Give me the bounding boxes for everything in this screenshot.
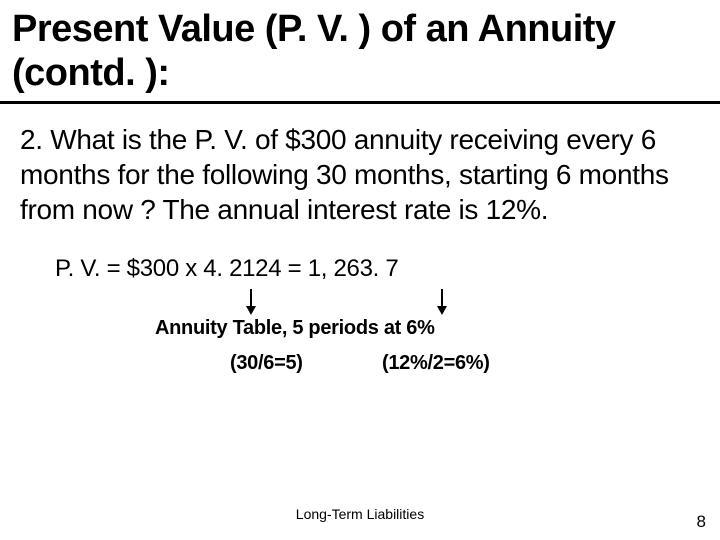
- question-text: 2. What is the P. V. of $300 annuity rec…: [0, 104, 720, 227]
- annotation-block: Annuity Table, 5 periods at 6% (30/6=5) …: [0, 289, 720, 376]
- slide-title: Present Value (P. V. ) of an Annuity (co…: [0, 0, 720, 104]
- arrows-row: [0, 289, 720, 317]
- footer-text: Long-Term Liabilities: [0, 506, 720, 522]
- down-arrow-icon: [245, 289, 257, 315]
- down-arrow-icon: [436, 289, 448, 315]
- rate-calc: (12%/2=6%): [382, 352, 490, 375]
- annuity-table-label: Annuity Table, 5 periods at 6%: [0, 317, 720, 340]
- formula-text: P. V. = $300 x 4. 2124 = 1, 263. 7: [0, 227, 720, 283]
- periods-calc: (30/6=5): [230, 352, 303, 375]
- calc-row: (30/6=5) (12%/2=6%): [0, 352, 720, 376]
- page-number: 8: [697, 512, 706, 532]
